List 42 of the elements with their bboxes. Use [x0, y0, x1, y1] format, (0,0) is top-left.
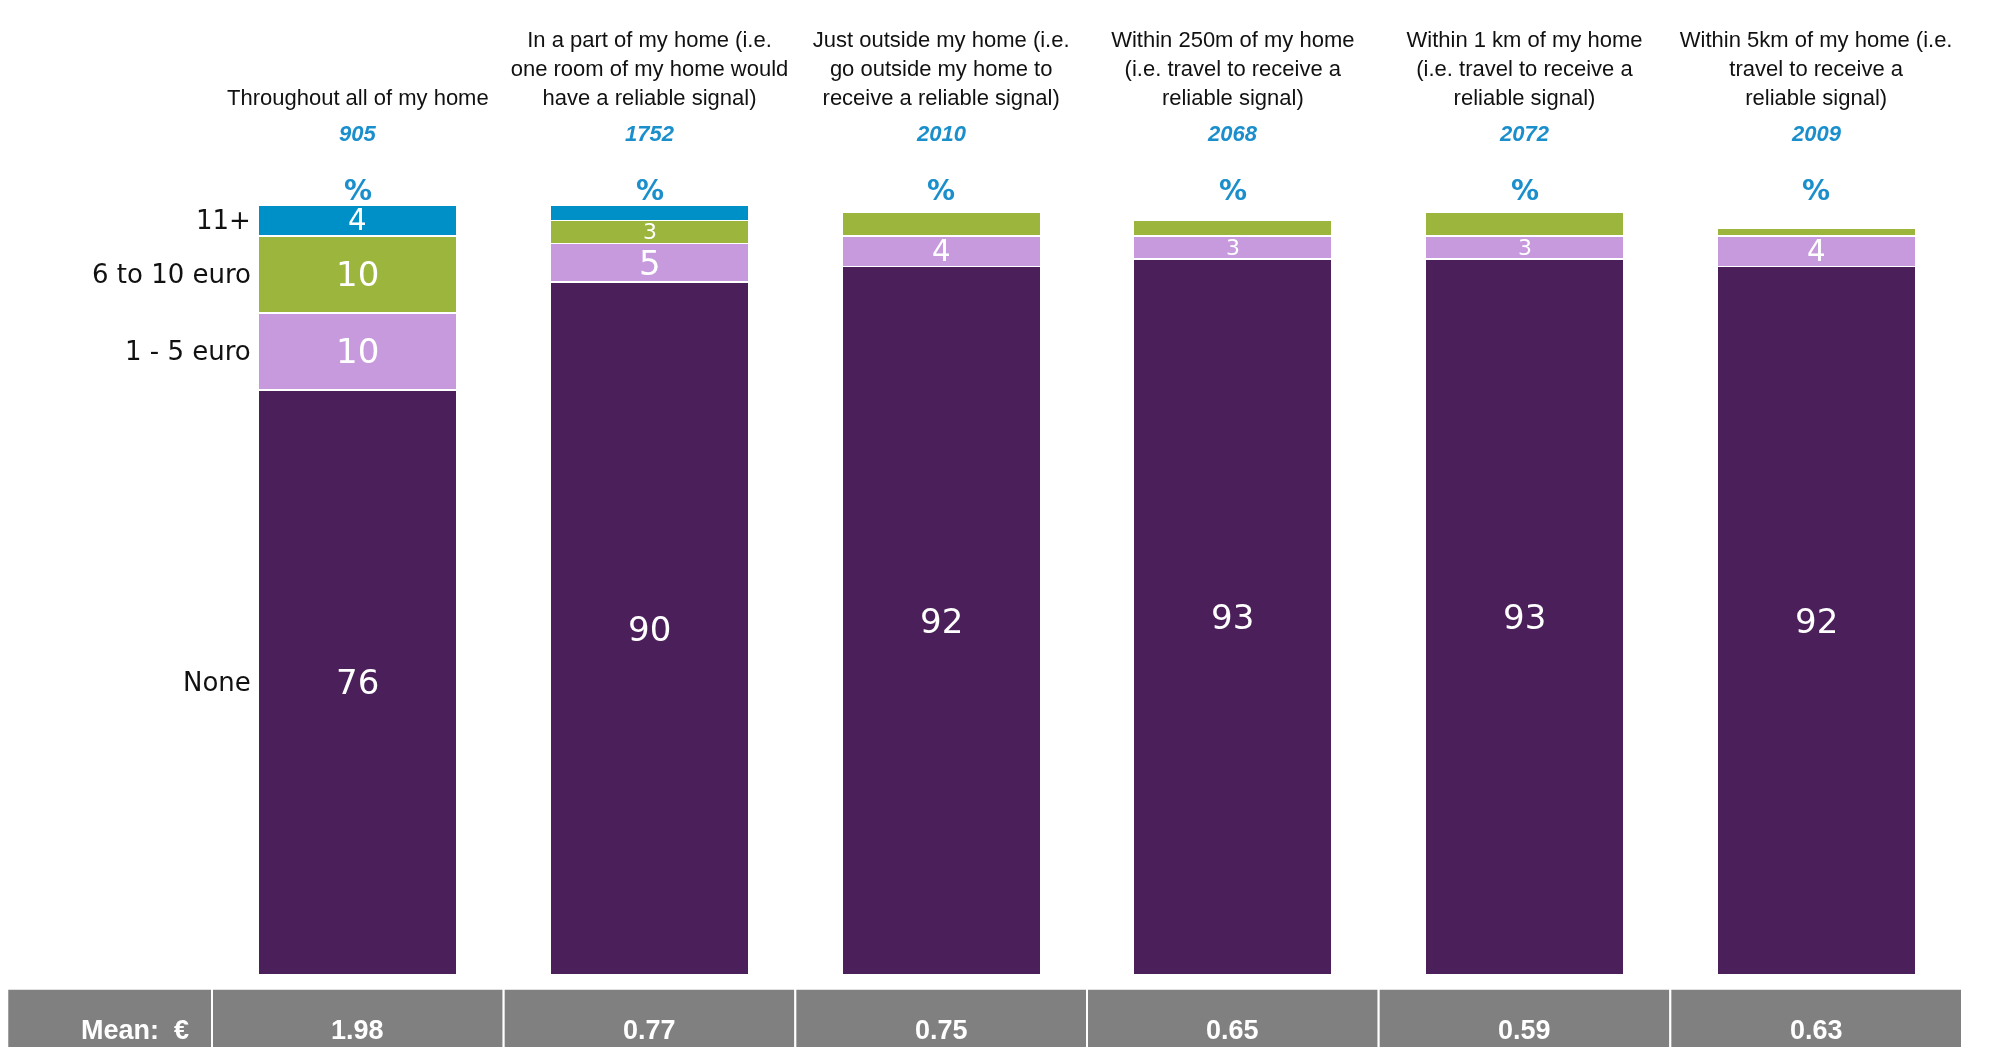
text: 905: [339, 121, 377, 146]
data-label: 5: [639, 243, 661, 283]
data-label: 92: [1795, 601, 1839, 641]
data-label: 90: [628, 609, 672, 649]
text: 0.75: [915, 1015, 968, 1045]
text: 0.63: [1790, 1015, 1843, 1045]
data-label: 10: [336, 254, 380, 294]
annotation: %: [927, 174, 956, 207]
annotation: %: [1802, 174, 1831, 207]
data-label: 10: [336, 331, 380, 371]
series-label: None: [183, 667, 251, 697]
x-tick-label: Throughout all of my home: [226, 84, 489, 110]
x-tick-label: Within 1 km of my home (i.e. travel to receive a reliable signal): [1406, 27, 1643, 110]
data-label: 93: [1503, 597, 1547, 637]
series-label: 11+: [196, 205, 251, 235]
text: 0.59: [1498, 1015, 1551, 1045]
text: 1.98: [331, 1015, 384, 1045]
text: 2068: [1207, 121, 1258, 146]
text: 2010: [916, 121, 967, 146]
x-tick-label: Within 5km of my home (i.e. travel to receive a reliable signal): [1679, 27, 1953, 110]
series-label: 6 to 10 euro: [92, 259, 252, 289]
annotation: %: [636, 174, 665, 207]
data-label: 4: [1807, 234, 1826, 268]
data-label: 93: [1211, 597, 1255, 637]
text: 2009: [1791, 121, 1842, 146]
text: 1752: [625, 121, 675, 146]
text: 2072: [1499, 121, 1550, 146]
data-label: 76: [336, 662, 380, 702]
annotation: %: [1219, 174, 1248, 207]
data-label: 3: [1226, 235, 1240, 260]
text: 0.65: [1206, 1015, 1259, 1045]
data-label: 92: [920, 601, 964, 641]
annotation: %: [1511, 174, 1540, 207]
x-tick-label: In a part of my home (i.e. one room of my home would have a reliable signal): [510, 27, 789, 110]
text: Mean: €: [81, 1015, 190, 1045]
text: 0.77: [623, 1015, 676, 1045]
data-label: 4: [932, 234, 951, 268]
data-label: 3: [643, 219, 657, 244]
data-label: 3: [1518, 235, 1532, 260]
x-tick-label: Just outside my home (i.e. go outside my home to receive a reliable signal): [812, 27, 1070, 110]
series-label: 1 - 5 euro: [125, 336, 251, 366]
x-tick-label: Within 250m of my home (i.e. travel to receive a reliable signal): [1111, 27, 1355, 110]
